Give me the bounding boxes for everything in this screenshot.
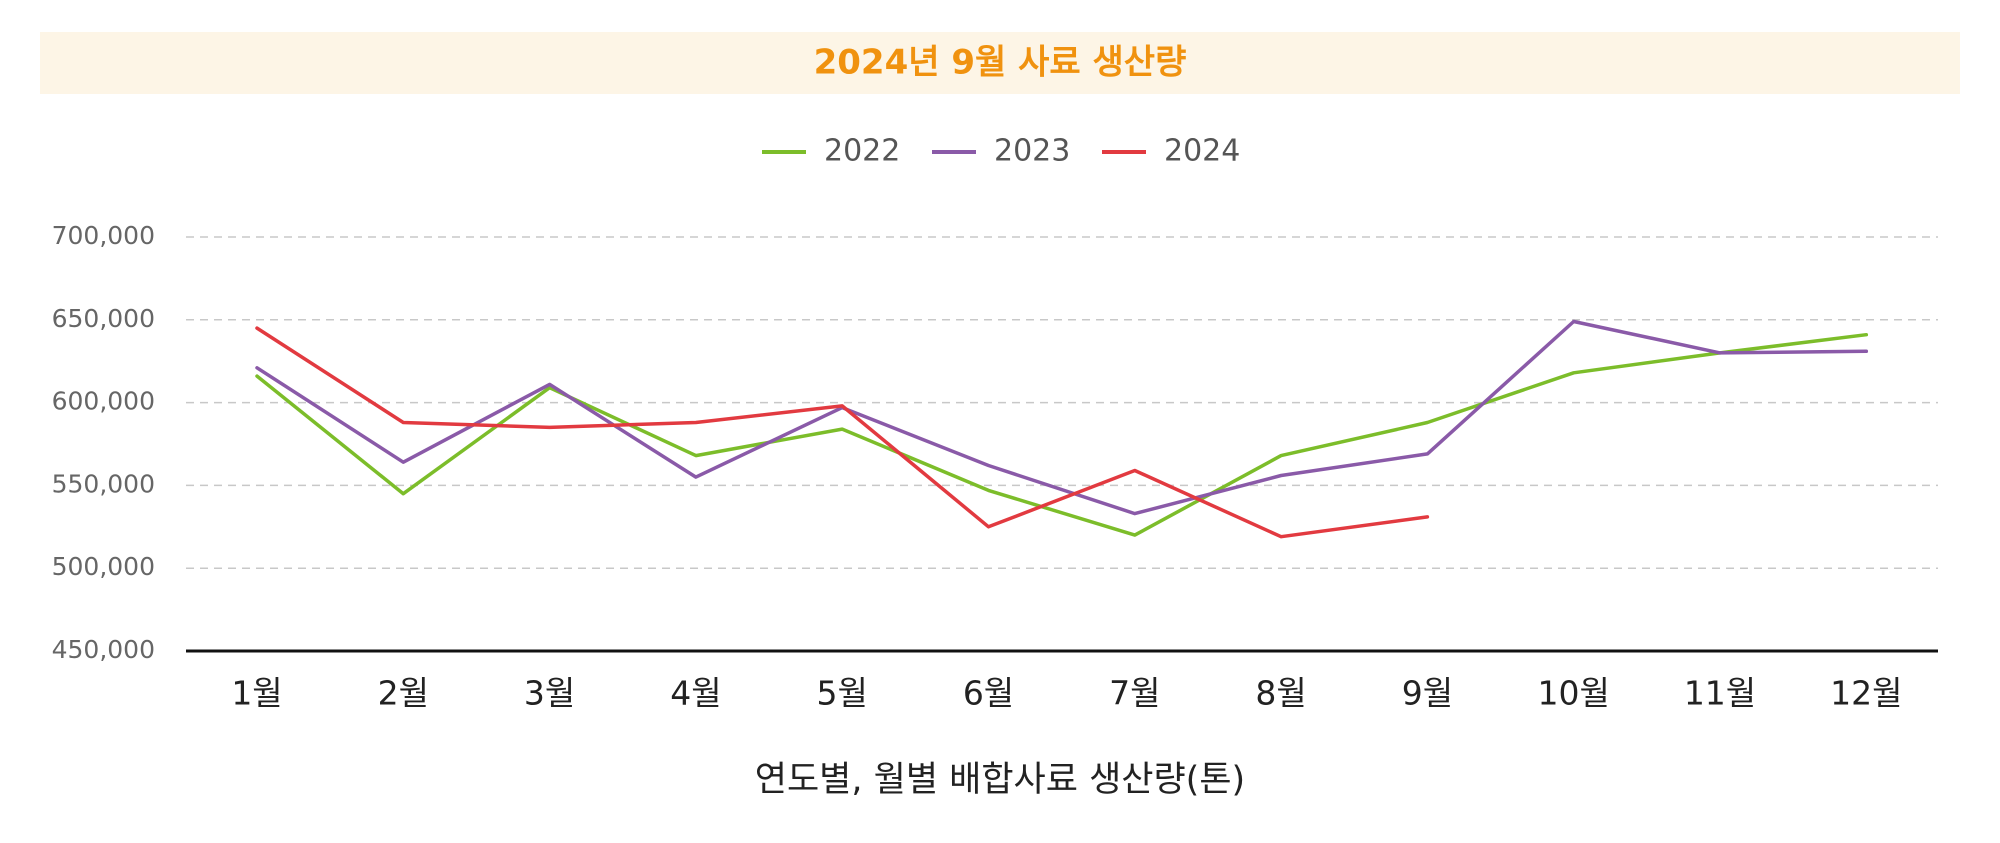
- x-tick-label: 5월: [817, 674, 868, 713]
- x-tick-label: 1월: [231, 674, 282, 713]
- y-tick-label: 450,000: [52, 635, 155, 664]
- x-tick-label: 9월: [1402, 674, 1453, 713]
- title-band: [40, 32, 1960, 94]
- series-line-2022: [255, 332, 1869, 537]
- x-tick-label: 7월: [1109, 674, 1160, 713]
- x-tick-label: 3월: [524, 674, 575, 713]
- y-tick-label: 650,000: [52, 304, 155, 333]
- x-tick-label: 11월: [1684, 674, 1756, 713]
- x-axis-ticks: 1월 2월 3월 4월 5월 6월 7월 8월 9월 10월 11월 12월: [231, 674, 1902, 713]
- legend-label-2023: 2023: [994, 134, 1070, 169]
- y-tick-label: 600,000: [52, 387, 155, 416]
- legend: 2022 2023 2024: [762, 134, 1240, 169]
- chart-title: 2024년 9월 사료 생산량: [814, 43, 1187, 83]
- x-tick-label: 6월: [963, 674, 1014, 713]
- x-tick-label: 4월: [670, 674, 721, 713]
- x-axis-label: 연도별, 월별 배합사료 생산량(톤): [755, 760, 1245, 800]
- legend-label-2024: 2024: [1164, 134, 1240, 169]
- y-tick-label: 500,000: [52, 552, 155, 581]
- x-tick-label: 12월: [1830, 674, 1902, 713]
- gridlines: [186, 236, 1938, 569]
- x-tick-label: 10월: [1538, 674, 1610, 713]
- y-tick-label: 700,000: [52, 221, 155, 250]
- y-axis-ticks: 450,000 500,000 550,000 600,000 650,000 700,0…: [52, 221, 155, 664]
- y-tick-label: 550,000: [52, 469, 155, 498]
- series-lines: [255, 319, 1869, 539]
- series-line-2023: [255, 319, 1869, 516]
- series-line-2024: [255, 326, 1430, 539]
- legend-label-2022: 2022: [824, 134, 900, 169]
- x-tick-label: 8월: [1255, 674, 1306, 713]
- x-tick-label: 2월: [378, 674, 429, 713]
